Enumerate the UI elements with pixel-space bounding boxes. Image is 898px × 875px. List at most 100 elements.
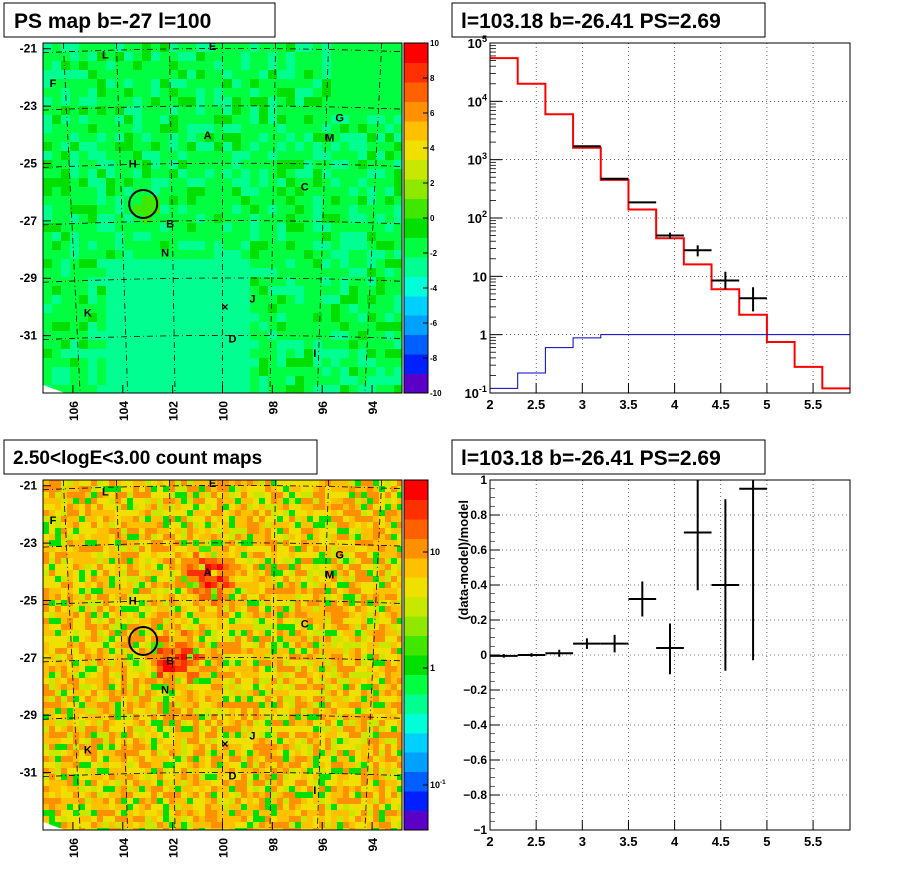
residual-title: l=103.18 b=-26.41 PS=2.69 <box>461 447 721 470</box>
spectrum-grid <box>490 43 850 393</box>
y-tick-label: 0 <box>480 648 487 662</box>
spectrum-title: l=103.18 b=-26.41 PS=2.69 <box>461 10 721 33</box>
colorbar-tick-label: -4 <box>430 284 438 293</box>
colorbar-tick-label: 10-1 <box>430 779 446 790</box>
residual-title-box: l=103.18 b=-26.41 PS=2.69 <box>451 439 766 475</box>
colorbar-swatch <box>404 198 428 219</box>
data-point <box>711 271 740 290</box>
source-label-D: D <box>228 770 236 782</box>
x-tick-label: 2.5 <box>527 397 545 412</box>
map-y-tick-label: -21 <box>20 42 38 56</box>
source-label-M: M <box>325 570 334 582</box>
residual-point <box>517 653 546 657</box>
map-graticule <box>43 480 402 830</box>
map-x-tick-label: 96 <box>316 838 330 852</box>
map-x-tick-label: 104 <box>117 838 131 858</box>
source-label-G: G <box>335 550 344 562</box>
y-tick-label: −0.8 <box>463 788 487 802</box>
source-label-C: C <box>301 618 309 630</box>
map-meridian <box>169 43 176 393</box>
source-label-J: J <box>249 730 255 742</box>
source-label-J: J <box>249 293 255 305</box>
map-meridian <box>115 480 128 830</box>
colorbar-swatch <box>404 159 428 180</box>
source-label-M: M <box>325 133 334 145</box>
x-tick-label: 5.5 <box>804 834 822 849</box>
y-tick-label: 103 <box>467 151 487 168</box>
map-x-tick-label: 100 <box>217 401 231 421</box>
source-label-E: E <box>209 41 216 53</box>
map-x-tick-label: 102 <box>167 838 181 858</box>
map-meridian <box>269 480 276 830</box>
source-label-B: B <box>166 656 174 668</box>
map-y-tick-label: -29 <box>20 271 38 285</box>
x-tick-label: 3 <box>579 397 586 412</box>
x-tick-label: 2 <box>486 834 493 849</box>
residual-point <box>628 581 657 617</box>
residual-point <box>683 480 712 591</box>
residual-grid <box>490 480 850 830</box>
residual-point <box>545 649 574 657</box>
colorbar-swatch <box>404 101 428 122</box>
source-label-K: K <box>84 745 92 757</box>
map-graticule <box>43 43 402 393</box>
map-meridian <box>317 480 330 830</box>
model-histogram <box>490 57 850 390</box>
colorbar-swatch <box>404 752 428 773</box>
x-tick-label: 4 <box>671 834 679 849</box>
source-label-C: C <box>301 181 309 193</box>
y-tick-label: 0.2 <box>470 613 487 627</box>
data-point <box>739 287 767 312</box>
colorbar-swatch <box>404 732 428 753</box>
map-x-tick-label: 96 <box>316 401 330 415</box>
colorbar-swatch <box>404 596 428 617</box>
map-top-title: PS map b=-27 l=100 <box>14 10 211 33</box>
residual-y-axis-label: (data-model)/model <box>456 500 471 620</box>
target-source-circle <box>128 188 159 219</box>
map-image <box>43 43 402 393</box>
data-point <box>656 232 684 239</box>
map-x-tick-label: 104 <box>117 401 131 421</box>
map-x-tick-label: 106 <box>67 401 81 421</box>
map-y-tick-label: -23 <box>20 536 38 550</box>
colorbar-swatch <box>404 577 428 598</box>
colorbar-swatch <box>404 179 428 200</box>
source-label-I: I <box>313 785 316 797</box>
colorbar-swatch <box>404 256 428 277</box>
colorbar-tick-label: 6 <box>430 109 435 118</box>
colorbar-tick-label: 10 <box>430 547 440 557</box>
colorbar-swatch <box>404 616 428 637</box>
y-tick-label: 102 <box>467 209 487 226</box>
spectrum-panel: 2 2.5 3 3.5 4 4.5 5 5.5 10-1 1 10 102 103 104 105 <box>464 34 851 412</box>
residual-point <box>600 634 629 653</box>
source-label-F: F <box>50 515 57 527</box>
colorbar-tick-label: 4 <box>430 144 435 153</box>
colorbar-swatch <box>404 771 428 792</box>
map-y-tick-label: -21 <box>20 479 38 493</box>
x-tick-label: 4.5 <box>712 397 730 412</box>
y-tick-label: −0.2 <box>463 683 487 697</box>
colorbar-swatch <box>404 674 428 695</box>
colorbar-tick-label: -8 <box>430 354 438 363</box>
source-label-B: B <box>166 219 174 231</box>
map-x-tick-label: 100 <box>217 838 231 858</box>
colorbar-swatch <box>404 810 428 831</box>
map-y-tick-label: -27 <box>20 651 38 665</box>
map-meridian <box>169 480 176 830</box>
map-x-tick-label: 94 <box>366 401 380 415</box>
colorbar-swatch <box>404 791 428 812</box>
source-label-A: A <box>204 130 212 142</box>
y-tick-label: −1 <box>473 823 487 837</box>
map-x-tick-label: 94 <box>366 838 380 852</box>
residual-point <box>739 480 767 661</box>
map-x-tick-label: 98 <box>266 401 280 415</box>
y-tick-label: 0.8 <box>470 508 487 522</box>
map-image <box>43 480 402 830</box>
cross-marker: × <box>221 300 228 314</box>
colorbar-swatch <box>404 693 428 714</box>
colorbar-swatch <box>404 276 428 297</box>
colorbar-tick-label: 10 <box>430 39 439 48</box>
colorbar-swatch <box>404 81 428 102</box>
